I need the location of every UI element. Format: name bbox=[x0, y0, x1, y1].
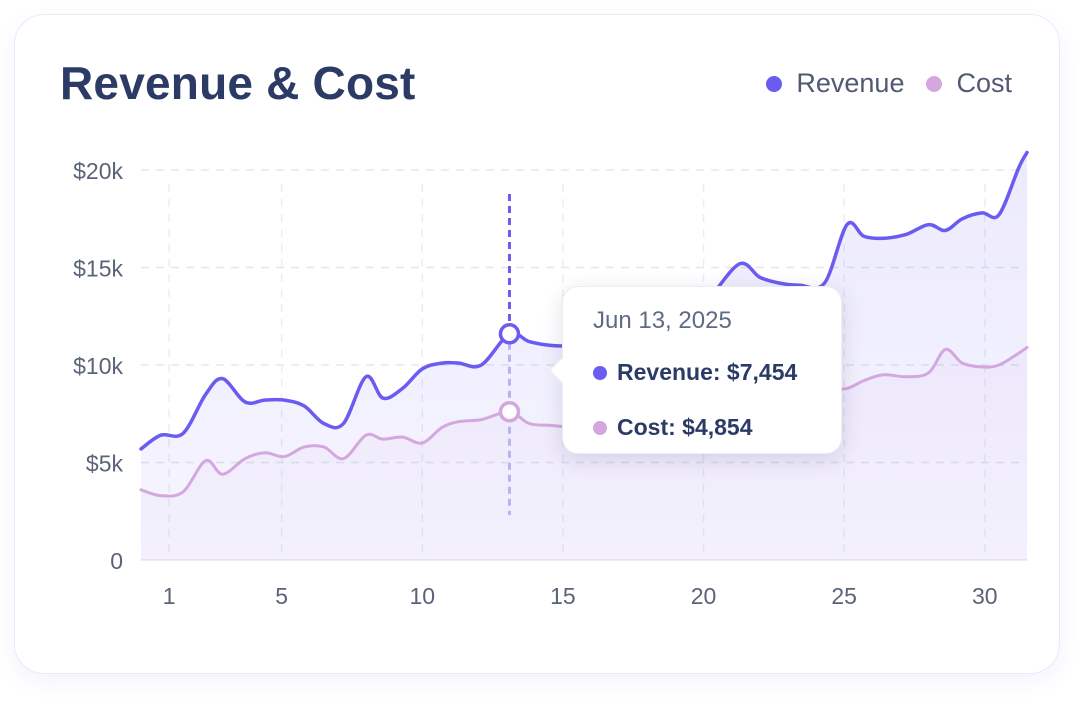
y-tick-label: 0 bbox=[110, 548, 123, 574]
legend-revenue-label: Revenue bbox=[796, 68, 905, 98]
x-tick-label: 15 bbox=[550, 583, 576, 609]
tooltip: Jun 13, 2025 Revenue: $7,454 Cost: $4,85… bbox=[562, 286, 842, 454]
x-tick-label: 5 bbox=[275, 583, 288, 609]
x-tick-label: 10 bbox=[409, 583, 435, 609]
tooltip-date: Jun 13, 2025 bbox=[593, 307, 732, 334]
y-tick-label: $5k bbox=[86, 451, 124, 477]
legend-cost-label: Cost bbox=[956, 68, 1012, 98]
tooltip-revenue-row: Revenue: $7,454 bbox=[593, 359, 811, 386]
x-tick-label: 25 bbox=[831, 583, 857, 609]
chart-title: Revenue & Cost bbox=[60, 57, 416, 109]
legend-cost-dot bbox=[926, 75, 943, 92]
legend-revenue-dot bbox=[766, 75, 783, 92]
tooltip-cost-dot bbox=[593, 420, 607, 435]
legend-item-cost[interactable]: Cost bbox=[926, 68, 1012, 99]
y-tick-label: $15k bbox=[73, 256, 123, 282]
tooltip-cost-value: Cost: $4,854 bbox=[617, 414, 753, 440]
legend: Revenue Cost bbox=[766, 68, 1012, 99]
y-tick-label: $20k bbox=[73, 158, 123, 184]
cost-hover-point[interactable] bbox=[498, 401, 521, 423]
x-tick-label: 30 bbox=[972, 583, 998, 609]
hover-indicator bbox=[498, 194, 521, 515]
tooltip-revenue-dot bbox=[593, 365, 607, 380]
tooltip-cost-row: Cost: $4,854 bbox=[593, 414, 811, 441]
tooltip-revenue-value: Revenue: $7,454 bbox=[617, 359, 798, 385]
y-tick-label: $10k bbox=[73, 353, 123, 379]
legend-item-revenue[interactable]: Revenue bbox=[766, 68, 904, 99]
revenue-hover-point[interactable] bbox=[498, 323, 521, 345]
x-tick-label: 1 bbox=[163, 583, 176, 609]
x-tick-label: 20 bbox=[691, 583, 717, 609]
